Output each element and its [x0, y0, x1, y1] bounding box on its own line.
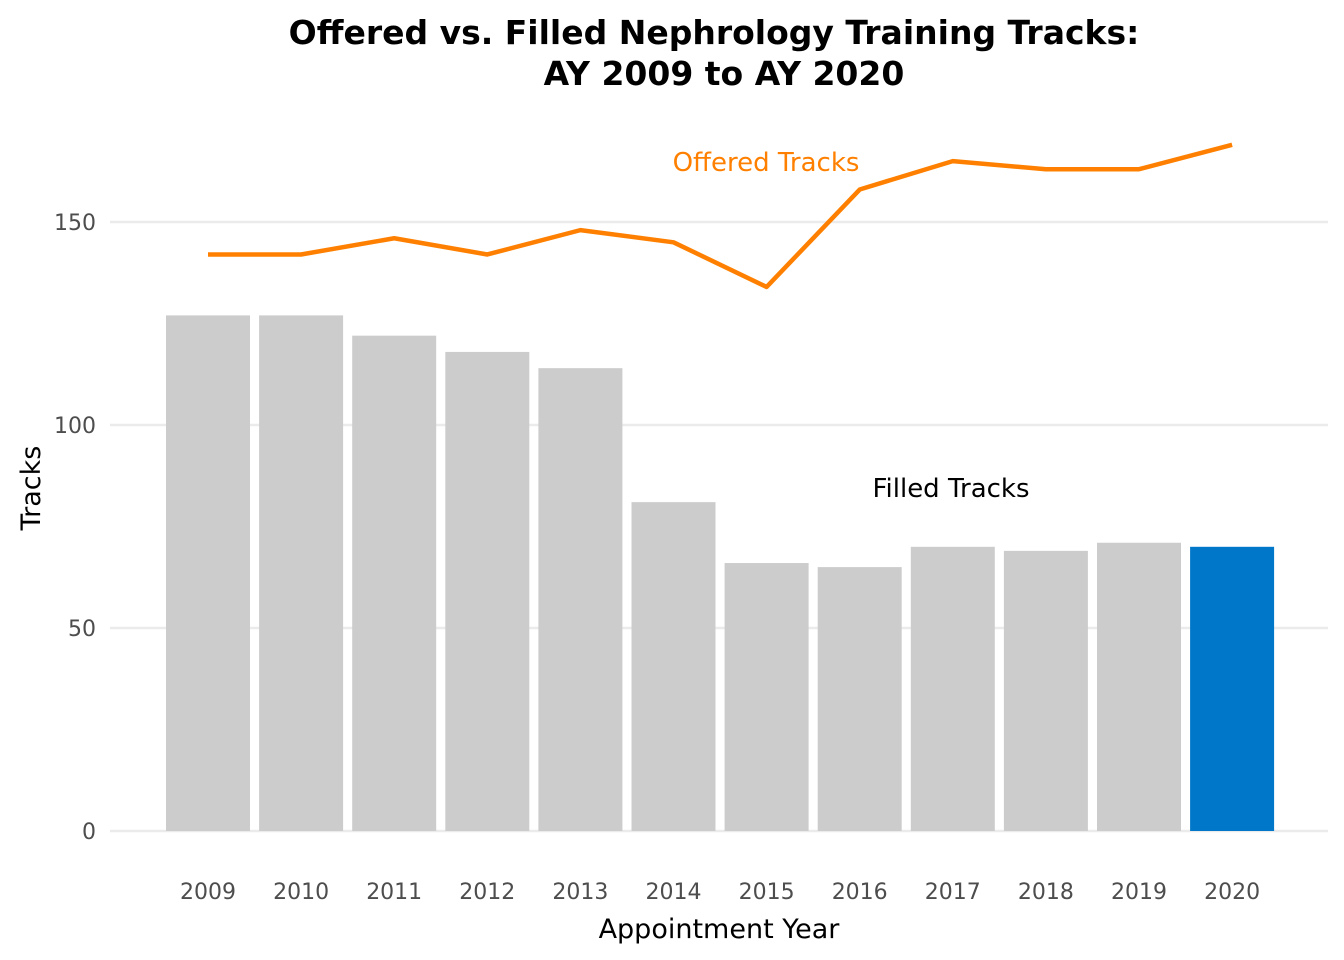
x-tick-label: 2020 — [1204, 880, 1260, 905]
bar-2017 — [910, 546, 995, 831]
x-tick-label: 2018 — [1018, 880, 1074, 905]
offered-tracks-line — [208, 142, 1233, 290]
x-tick-label: 2015 — [739, 880, 795, 905]
bar-2012 — [445, 351, 530, 831]
bar-2013 — [538, 368, 623, 831]
bar-2011 — [352, 335, 437, 831]
bar-2014 — [631, 502, 716, 831]
annotations: Offered Tracks Filled Tracks — [673, 148, 1030, 504]
x-tick-label: 2019 — [1111, 880, 1167, 905]
bar-2015 — [724, 563, 809, 831]
offered-tracks-label: Offered Tracks — [673, 148, 860, 178]
bar-2020 — [1190, 546, 1275, 831]
x-tick-label: 2016 — [832, 880, 888, 905]
y-axis-label: Tracks — [16, 446, 47, 532]
x-tick-label: 2014 — [646, 880, 702, 905]
x-tick-label: 2012 — [459, 880, 515, 905]
x-tick-label: 2009 — [180, 880, 236, 905]
x-axis-ticks: 2009 2010 2011 2012 2013 2014 2015 2016 2017 2018… — [180, 880, 1260, 905]
y-axis-ticks: 0 50 100 150 — [54, 211, 96, 845]
y-tick-label: 0 — [82, 820, 96, 845]
chart-title: Offered vs. Filled Nephrology Training T… — [289, 13, 1140, 52]
bar-2009 — [166, 315, 250, 831]
y-tick-label: 100 — [54, 414, 96, 439]
bar-2016 — [817, 567, 902, 831]
x-tick-label: 2011 — [366, 880, 422, 905]
bar-2018 — [1003, 550, 1088, 831]
filled-tracks-label: Filled Tracks — [872, 474, 1029, 504]
x-tick-label: 2017 — [925, 880, 981, 905]
bar-2010 — [259, 315, 344, 831]
x-tick-label: 2013 — [552, 880, 608, 905]
y-tick-label: 150 — [54, 211, 96, 236]
x-axis-label: Appointment Year — [599, 914, 841, 945]
chart-subtitle: AY 2009 to AY 2020 — [544, 54, 905, 93]
offered-line — [208, 142, 1233, 290]
bar-2019 — [1097, 542, 1181, 831]
bars — [166, 315, 1275, 831]
x-tick-label: 2010 — [273, 880, 329, 905]
y-tick-label: 50 — [68, 617, 96, 642]
